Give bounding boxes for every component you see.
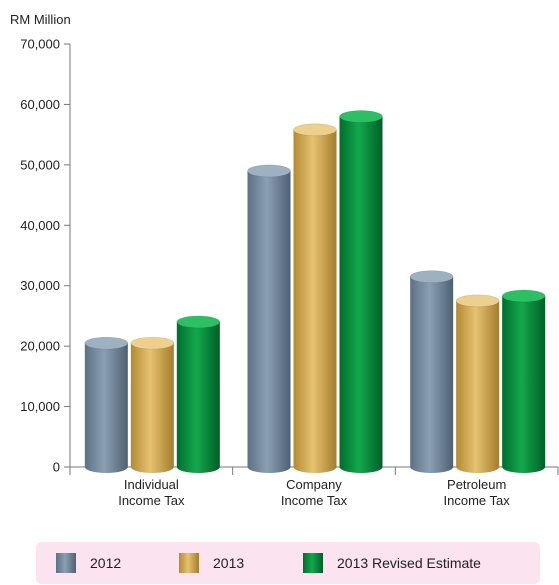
y-tick-label: 50,000 (20, 157, 60, 172)
x-category-label-line: Individual (124, 477, 179, 492)
bar-body (176, 321, 220, 473)
legend-item-2013-revised-estimate: 2013 Revised Estimate (303, 553, 481, 573)
bar-top (293, 123, 337, 137)
bar-top (339, 110, 383, 123)
bar-body (339, 116, 383, 473)
legend-item-2013: 2013 (179, 553, 244, 573)
bar-chart: RM Million 0 10,000 20,000 30,000 40,000 50,0… (10, 12, 559, 508)
bar (247, 164, 291, 473)
bar-top (501, 289, 546, 303)
y-tick-label: 10,000 (20, 399, 60, 414)
y-tick-label: 20,000 (20, 339, 60, 354)
legend-label-2012: 2012 (90, 555, 122, 571)
legend-label-2013-revised-estimate: 2013 Revised Estimate (337, 555, 481, 571)
y-axis-unit-label: RM Million (10, 12, 71, 27)
legend: 2012 2013 2013 Revised Estimate (36, 542, 540, 584)
bar-body (247, 170, 291, 473)
bar-top (176, 315, 221, 329)
bar-body (84, 343, 128, 473)
bar (409, 270, 454, 473)
bar (339, 110, 383, 473)
legend-swatch-2013-revised-estimate (303, 553, 323, 573)
bar-body (410, 276, 454, 473)
x-category-label-line: Company (286, 477, 342, 492)
legend-swatch-2012 (56, 553, 76, 573)
y-tick-label: 60,000 (20, 97, 60, 112)
y-tick-label: 40,000 (20, 218, 60, 233)
x-category-label-line: Income Tax (281, 493, 348, 508)
bar-body (502, 295, 546, 474)
x-category-label: Petroleum Income Tax (444, 477, 511, 508)
legend-item-2012: 2012 (56, 553, 121, 573)
bar (501, 289, 546, 474)
bar (84, 336, 129, 473)
bar-body (456, 300, 500, 473)
bar-top (455, 294, 500, 308)
bar-body (130, 343, 174, 473)
bar (176, 315, 221, 473)
bar-top (247, 164, 291, 178)
bar-top (84, 336, 129, 350)
x-category-label-line: Income Tax (444, 493, 511, 508)
x-category-label-line: Petroleum (447, 477, 506, 492)
bar-top (130, 336, 175, 350)
y-tick-label: 70,000 (20, 37, 60, 52)
y-tick-label: 30,000 (20, 278, 60, 293)
bar (130, 336, 175, 473)
y-tick-label: 0 (53, 460, 60, 475)
x-category-label: Company Income Tax (281, 477, 348, 508)
bars (84, 110, 546, 474)
legend-label-2013: 2013 (213, 555, 245, 571)
bar-top (409, 270, 454, 283)
x-category-label: Individual Income Tax (118, 477, 185, 508)
bar (293, 123, 337, 473)
y-axis-ticks: 0 10,000 20,000 30,000 40,000 50,000 60,000 70,… (20, 37, 70, 475)
legend-swatch-2013 (179, 553, 199, 573)
bar (455, 294, 500, 473)
x-category-label-line: Income Tax (118, 493, 185, 508)
bar-body (293, 129, 337, 473)
